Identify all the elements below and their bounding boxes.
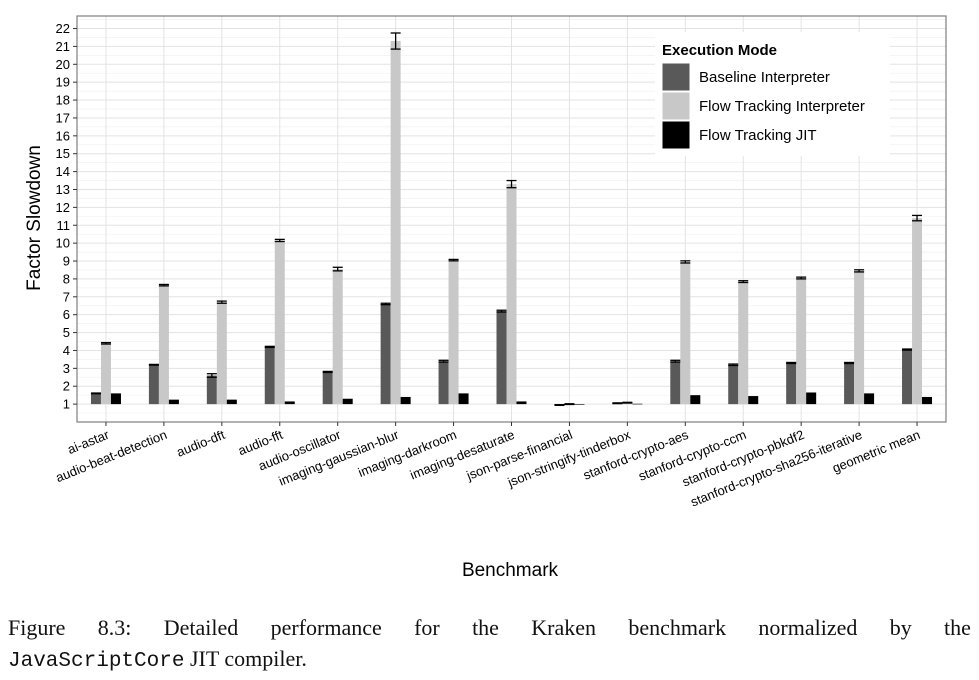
y-tick-label: 10 (56, 236, 70, 251)
bar-baseline-interpreter (496, 311, 507, 405)
bar-flow-tracking-interpreter (796, 278, 807, 405)
caption-word: Kraken (531, 615, 597, 640)
caption-word: 8.3: (97, 615, 132, 640)
bar-flow-tracking-jit (226, 399, 237, 405)
caption-word: the (472, 615, 499, 640)
y-tick-label: 16 (56, 128, 70, 143)
y-tick-label: 21 (56, 39, 70, 54)
caption-word: performance (270, 615, 382, 640)
bar-flow-tracking-interpreter (854, 270, 865, 405)
bar-flow-tracking-interpreter (448, 260, 459, 405)
y-tick-label: 8 (63, 271, 70, 286)
y-tick-label: 15 (56, 146, 70, 161)
bar-flow-tracking-jit (574, 404, 585, 405)
legend-entry: Flow Tracking Interpreter (699, 98, 865, 115)
y-tick-label: 12 (56, 200, 70, 215)
legend-entry: Baseline Interpreter (699, 69, 830, 86)
bar-baseline-interpreter (786, 362, 797, 405)
bar-flow-tracking-jit (110, 393, 121, 405)
caption-rest: JIT compiler. (184, 646, 307, 671)
x-axis-label: Benchmark (462, 560, 559, 581)
bar-flow-tracking-interpreter (158, 285, 169, 405)
bar-baseline-interpreter (670, 361, 681, 405)
bar-flow-tracking-interpreter (738, 281, 749, 405)
y-tick-label: 11 (57, 218, 71, 233)
bar-flow-tracking-interpreter (912, 218, 923, 405)
y-axis-label: Factor Slowdown (24, 145, 45, 291)
y-tick-label: 22 (56, 21, 70, 36)
legend: Execution Mode Baseline Interpreter Flow T… (655, 32, 890, 156)
x-tick-label: audio-dft (174, 427, 227, 460)
bar-flow-tracking-jit (516, 401, 527, 405)
bar-flow-tracking-interpreter (390, 41, 401, 405)
y-tick-label: 4 (63, 343, 70, 358)
y-tick-label: 20 (56, 57, 70, 72)
caption-word: the (944, 615, 971, 640)
bar-flow-tracking-interpreter (216, 302, 227, 405)
legend-key (661, 91, 691, 121)
bar-flow-tracking-jit (168, 399, 179, 405)
y-tick-label: 1 (63, 397, 70, 412)
y-tick-label: 7 (63, 289, 70, 304)
bar-baseline-interpreter (148, 364, 159, 405)
bar-baseline-interpreter (902, 349, 913, 405)
caption-word: normalized (758, 615, 858, 640)
caption-code: JavaScriptCore (8, 650, 185, 673)
y-tick-label: 9 (63, 254, 70, 269)
bar-flow-tracking-jit (806, 392, 817, 405)
bar-flow-tracking-jit (632, 403, 643, 405)
bar-baseline-interpreter (438, 361, 449, 405)
bars (90, 41, 933, 406)
bar-baseline-interpreter (322, 371, 333, 405)
y-tick-label: 6 (63, 307, 70, 322)
figure-caption: Figure 8.3: Detailed performance for the Krake… (8, 612, 971, 677)
bar-baseline-interpreter (264, 346, 275, 405)
bar-flow-tracking-jit (284, 401, 295, 405)
bar-baseline-interpreter (380, 303, 391, 405)
y-tick-label: 2 (63, 379, 70, 394)
caption-word: Detailed (163, 615, 239, 640)
caption-word: benchmark (628, 615, 727, 640)
error-bars (90, 32, 923, 407)
bar-flow-tracking-interpreter (274, 240, 285, 405)
y-tick-label: 5 (63, 325, 70, 340)
bar-flow-tracking-interpreter (680, 261, 691, 405)
bar-flow-tracking-jit (400, 396, 411, 405)
bar-baseline-interpreter (90, 393, 101, 405)
caption-line-2: JavaScriptCore JIT compiler. (8, 643, 971, 677)
bar-flow-tracking-interpreter (506, 184, 517, 405)
bar-flow-tracking-jit (690, 395, 701, 405)
legend-key (661, 120, 691, 150)
y-tick-label: 19 (56, 75, 70, 90)
y-tick-label: 13 (56, 182, 70, 197)
bar-flow-tracking-interpreter (100, 343, 111, 405)
legend-background (655, 32, 890, 156)
bar-baseline-interpreter (728, 364, 739, 405)
bar-flow-tracking-jit (748, 396, 759, 405)
y-tick-label: 14 (56, 164, 70, 179)
caption-word: Figure (8, 615, 66, 640)
bar-baseline-interpreter (844, 362, 855, 405)
y-tick-label: 18 (56, 93, 70, 108)
bar-baseline-interpreter (206, 375, 217, 405)
caption-word: by (889, 615, 912, 640)
caption-word: for (414, 615, 440, 640)
y-tick-label: 17 (56, 110, 70, 125)
bar-flow-tracking-jit (864, 393, 875, 405)
bar-flow-tracking-jit (342, 398, 353, 405)
legend-key (661, 62, 691, 92)
bar-flow-tracking-interpreter (332, 269, 343, 405)
caption-line-1: Figure 8.3: Detailed performance for the Krake… (8, 612, 971, 643)
legend-title: Execution Mode (662, 42, 777, 59)
legend-entry: Flow Tracking JIT (699, 127, 817, 144)
bar-flow-tracking-jit (922, 396, 933, 405)
y-tick-label: 3 (63, 361, 70, 376)
bar-flow-tracking-jit (458, 393, 469, 405)
